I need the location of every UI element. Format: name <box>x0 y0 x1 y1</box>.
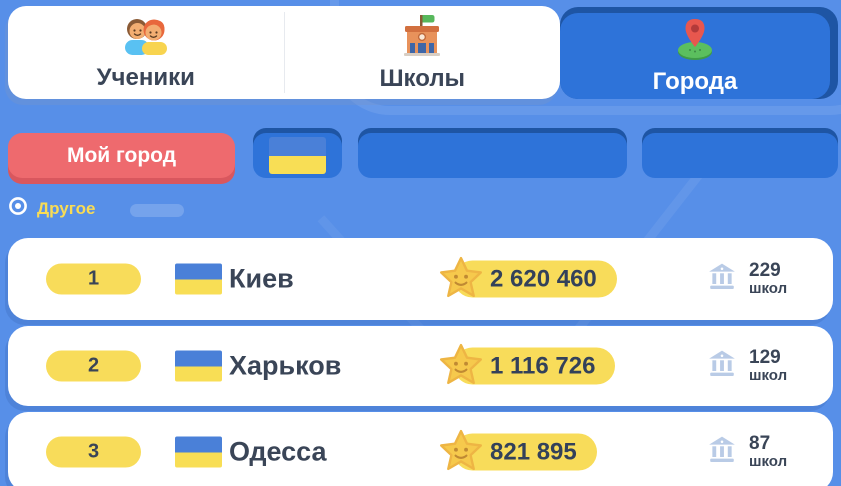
ukraine-flag-icon <box>175 436 222 468</box>
tab-bar: Ученики Школы <box>8 6 560 99</box>
star-icon <box>437 428 485 483</box>
ukraine-flag-icon <box>269 137 326 174</box>
filter-button-empty-2[interactable] <box>642 133 838 178</box>
tab-students[interactable]: Ученики <box>8 6 284 99</box>
ukraine-flag-icon <box>175 263 222 295</box>
my-city-button-label: Мой город <box>66 143 177 167</box>
star-icon <box>437 255 485 310</box>
country-filter-button[interactable] <box>253 133 342 178</box>
city-row[interactable]: 1 Киев 2 620 460 <box>8 238 833 320</box>
city-name: Харьков <box>229 350 342 381</box>
points-value: 1 116 726 <box>490 352 596 379</box>
schools-count-block: 87 школ <box>749 432 788 471</box>
tab-schools-label: Школы <box>379 64 466 92</box>
tab-divider <box>283 12 285 93</box>
filter-button-empty-1[interactable] <box>358 133 627 178</box>
schools-label: школ <box>749 453 788 471</box>
rank-badge: 1 <box>46 263 141 295</box>
schools-count-block: 229 школ <box>749 259 788 298</box>
points-value: 2 620 460 <box>490 265 597 292</box>
schools-label: школ <box>749 367 788 385</box>
points-badge: 2 620 460 <box>440 256 617 298</box>
rank-badge: 2 <box>46 350 141 382</box>
bank-icon <box>707 349 737 384</box>
bank-icon <box>707 435 737 470</box>
city-row[interactable]: 2 Харьков 1 116 726 <box>8 326 833 406</box>
schools-count: 129 <box>749 346 781 368</box>
city-name: Киев <box>229 263 294 294</box>
students-icon <box>121 14 171 61</box>
tab-cities-frame: Города <box>560 7 838 99</box>
schools-count: 229 <box>749 259 781 281</box>
ukraine-flag-icon <box>175 350 222 382</box>
tab-schools[interactable]: Школы <box>285 6 561 99</box>
star-icon <box>437 342 485 397</box>
tab-cities-label: Города <box>652 67 738 95</box>
other-toggle[interactable]: Другое <box>8 196 95 221</box>
my-city-button[interactable]: Мой город <box>8 133 235 178</box>
tab-cities[interactable]: Города <box>560 13 830 99</box>
city-name: Одесса <box>229 436 327 467</box>
points-badge: 821 895 <box>440 429 597 471</box>
other-toggle-label: Другое <box>37 198 96 218</box>
points-badge: 1 116 726 <box>440 343 616 385</box>
eye-icon <box>8 196 28 221</box>
city-row[interactable]: 3 Одесса 821 895 <box>8 412 833 486</box>
tab-students-label: Ученики <box>96 63 195 91</box>
background-pill-decoration <box>130 204 184 217</box>
schools-label: школ <box>749 280 788 298</box>
bank-icon <box>707 262 737 297</box>
school-building-icon <box>399 13 445 62</box>
points-value: 821 895 <box>490 438 577 465</box>
map-pin-icon <box>672 17 718 66</box>
rank-badge: 3 <box>46 436 141 468</box>
schools-count-block: 129 школ <box>749 346 788 385</box>
schools-count: 87 <box>749 432 771 454</box>
